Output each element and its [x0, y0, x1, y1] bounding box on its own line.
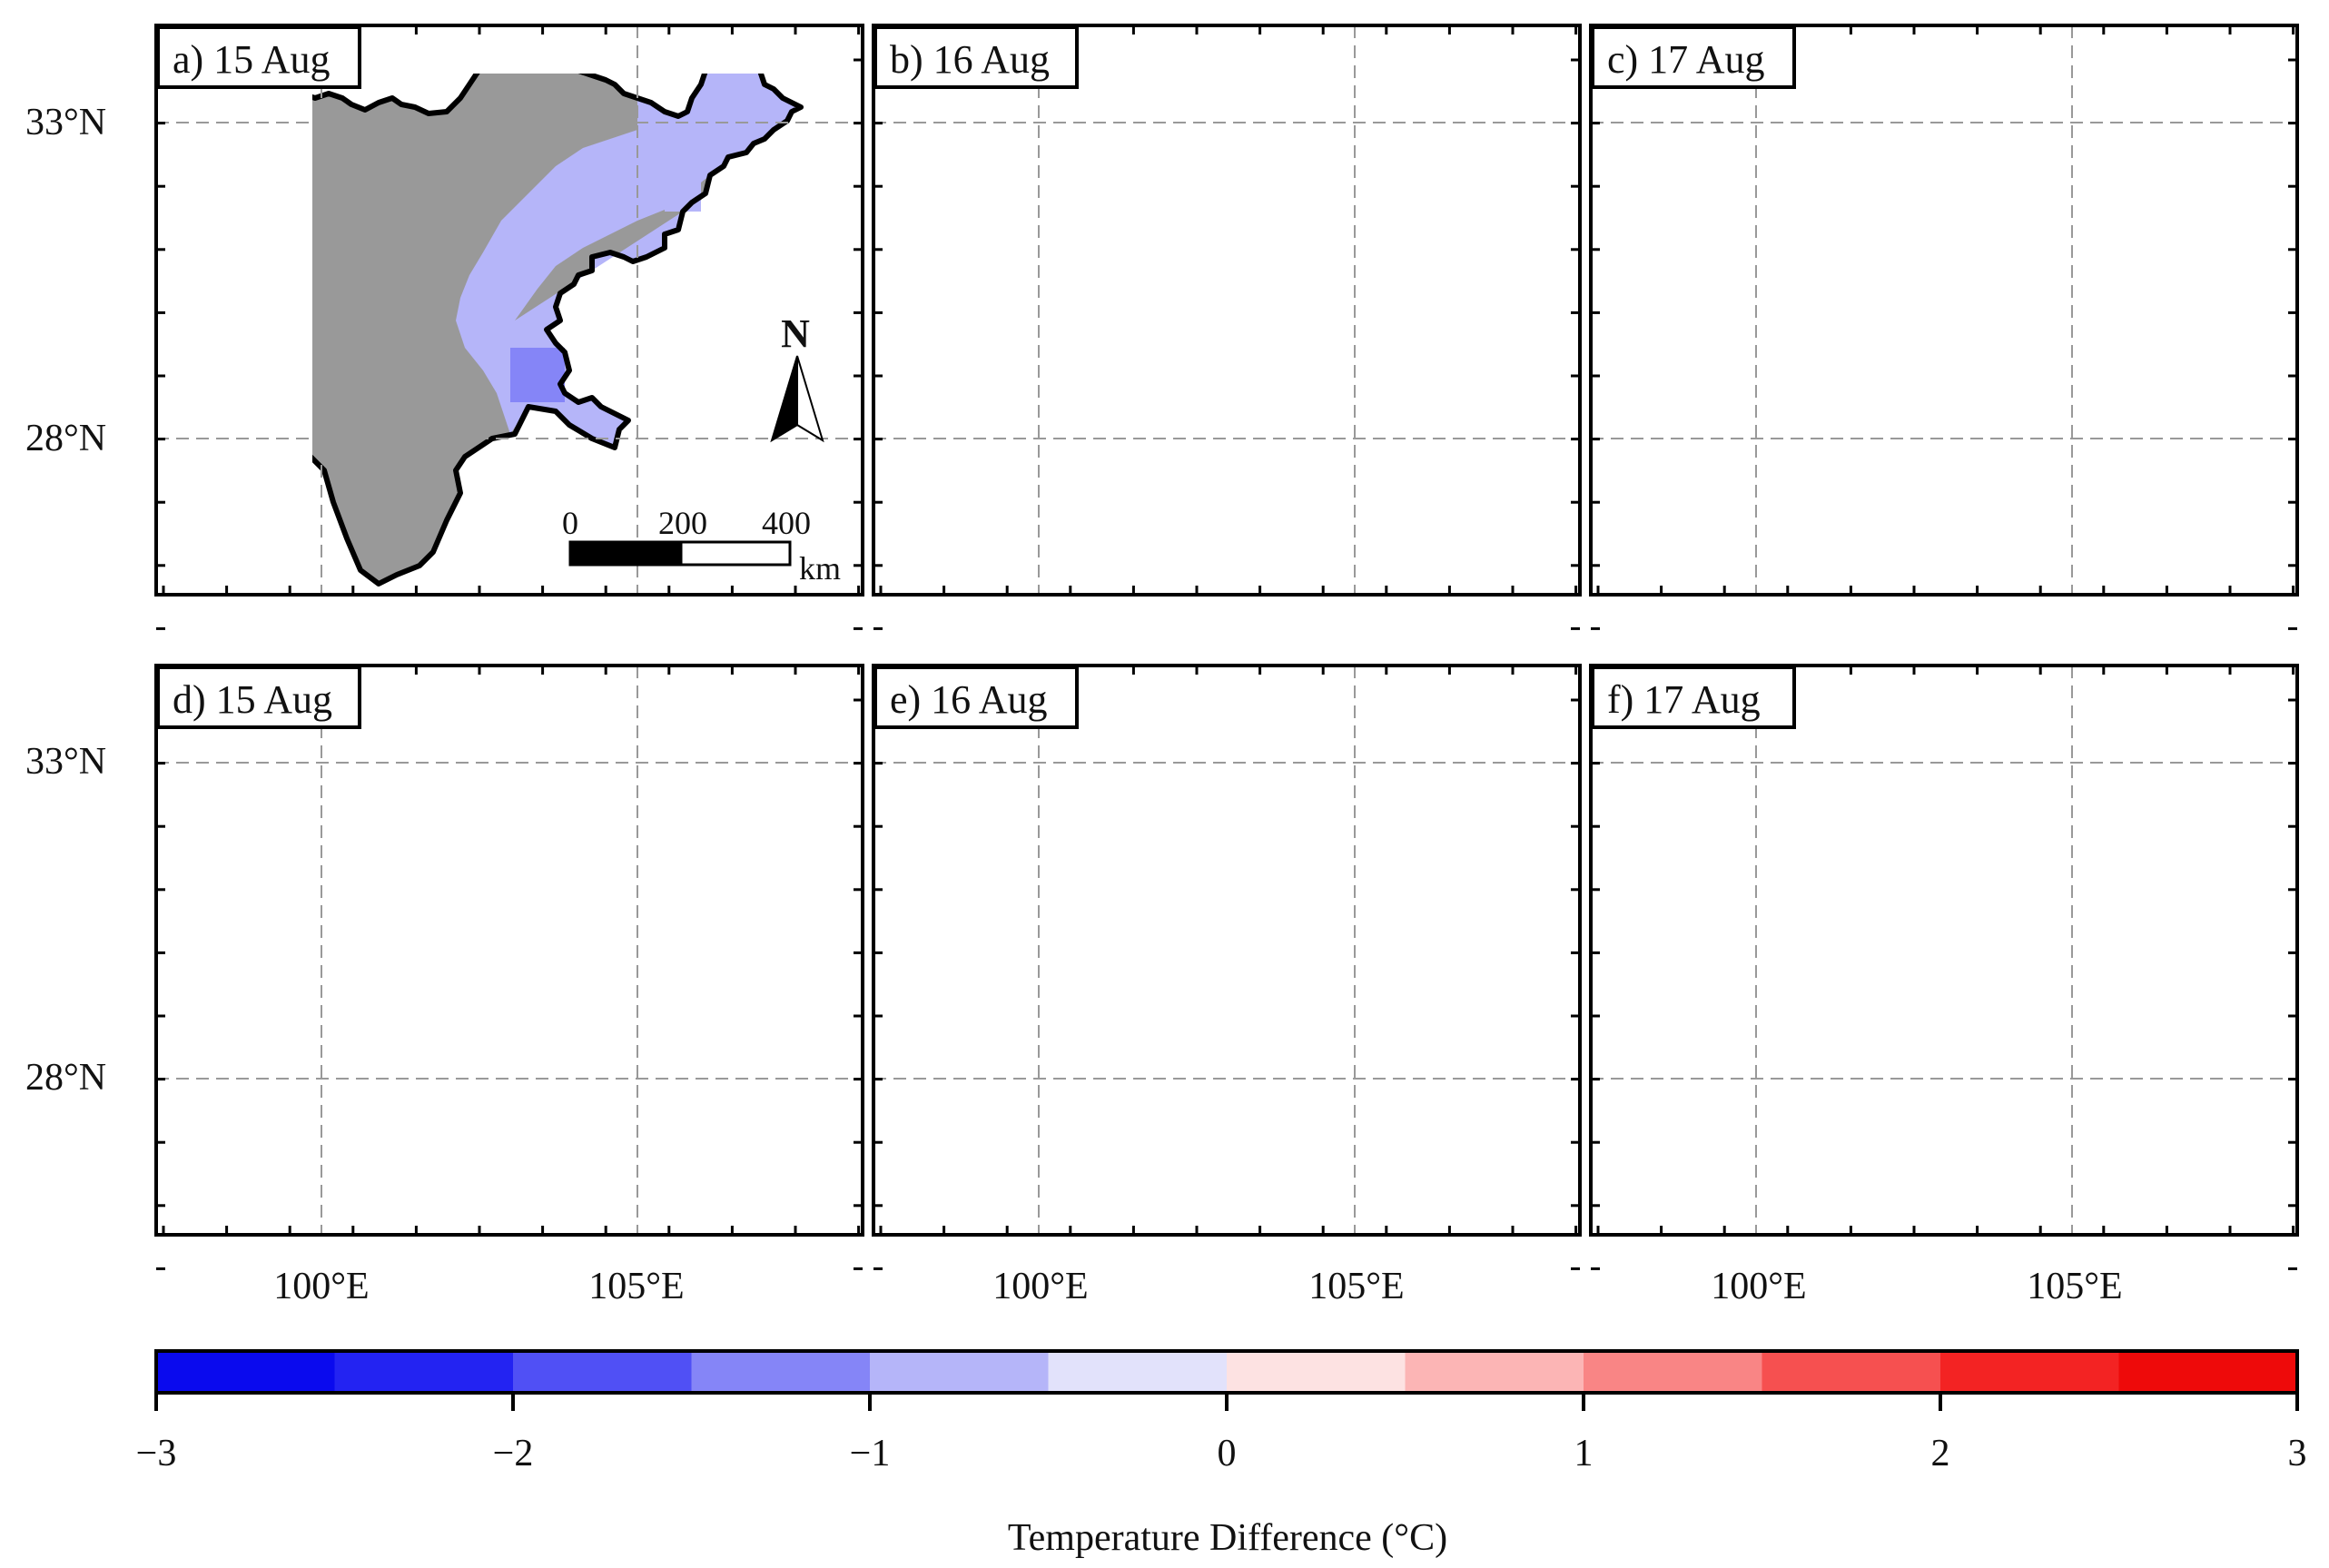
- panel-b-label: b) 16 Aug: [890, 37, 1050, 82]
- region-boundary: [312, 74, 804, 587]
- panel-e-label: e) 16 Aug: [890, 677, 1048, 722]
- map-panel-a: [154, 24, 923, 630]
- panel-b-background: [873, 25, 1580, 595]
- lon-label-100e-col3: 100°E: [1711, 1266, 1806, 1307]
- panel-a-frame: [154, 24, 864, 597]
- colorbar-title: Temperature Difference (°C): [1008, 1517, 1447, 1559]
- colorbar-swatch: [1405, 1351, 1584, 1393]
- map-panel-e: [872, 664, 1641, 1270]
- colorbar: −3 −2 −1 0 1 2 3: [136, 1349, 2307, 1474]
- lon-label-100e-col2: 100°E: [992, 1266, 1088, 1307]
- lat-label-33n-row2: 33°N: [25, 741, 106, 783]
- scale-bar: 0 200 400 km: [562, 505, 841, 587]
- panel-f-frame: [1589, 664, 2299, 1237]
- colorbar-tick-label: −2: [493, 1433, 534, 1474]
- colorbar-swatch: [513, 1351, 692, 1393]
- colorbar-tick-label: 1: [1574, 1433, 1594, 1474]
- north-arrow: N: [770, 311, 824, 443]
- panel-e-label-box: [873, 666, 1079, 729]
- colorbar-swatch: [2118, 1351, 2298, 1393]
- colorbar-swatch: [1584, 1351, 1762, 1393]
- colorbar-tick-label: −1: [850, 1433, 891, 1474]
- panel-e-frame: [872, 664, 1582, 1237]
- scale-bar-tick-200: 200: [658, 505, 707, 541]
- panel-a-label-box: [156, 25, 361, 89]
- lat-label-28n: 28°N: [25, 418, 106, 459]
- map-panel-f: [1589, 664, 2299, 1270]
- panel-d-frame: [154, 664, 864, 1237]
- lon-label-105e-col1: 105°E: [588, 1266, 684, 1307]
- panel-d-background: [156, 666, 863, 1235]
- panel-d-label-box: [156, 666, 361, 729]
- map-panel-b: [872, 24, 1641, 630]
- scale-bar-tick-400: 400: [762, 505, 811, 541]
- panel-c-frame: [1589, 24, 2299, 597]
- panel-b-frame: [872, 24, 1582, 597]
- colorbar-swatch: [1940, 1351, 2119, 1393]
- lon-label-100e-col1: 100°E: [273, 1266, 369, 1307]
- panel-b-label-box: [873, 25, 1079, 89]
- temperature-difference-patch: [510, 348, 565, 402]
- lon-label-105e-col2: 105°E: [1308, 1266, 1404, 1307]
- panel-d-label: d) 15 Aug: [173, 677, 332, 722]
- panel-a-label: a) 15 Aug: [173, 37, 331, 82]
- colorbar-tick-label: 0: [1218, 1433, 1237, 1474]
- panel-c-label: c) 17 Aug: [1607, 37, 1765, 82]
- temperature-difference-patch: [665, 175, 701, 212]
- colorbar-tick-label: 3: [2288, 1433, 2307, 1474]
- panel-f-background: [1591, 666, 2297, 1235]
- colorbar-swatch: [1227, 1351, 1406, 1393]
- colorbar-swatch: [1048, 1351, 1228, 1393]
- colorbar-swatch: [691, 1351, 871, 1393]
- scale-bar-white-segment: [679, 540, 792, 567]
- panel-f-label: f) 17 Aug: [1607, 677, 1761, 722]
- panel-e-background: [873, 666, 1580, 1235]
- colorbar-swatch: [334, 1351, 514, 1393]
- lat-label-28n-row2: 28°N: [25, 1057, 106, 1099]
- panel-c-label-box: [1591, 25, 1796, 89]
- colorbar-swatch: [1762, 1351, 1941, 1393]
- colorbar-tick-label: 2: [1931, 1433, 1950, 1474]
- map-panel-c: [1589, 24, 2299, 630]
- panel-f-label-box: [1591, 666, 1796, 729]
- scale-bar-tick-0: 0: [562, 505, 578, 541]
- colorbar-swatch: [870, 1351, 1049, 1393]
- colorbar-swatch: [156, 1351, 335, 1393]
- panel-c-background: [1591, 25, 2297, 595]
- scale-bar-black-segment: [568, 540, 683, 567]
- colorbar-tick-label: −3: [136, 1433, 177, 1474]
- lat-label-33n: 33°N: [25, 102, 106, 143]
- lon-label-105e-col3: 105°E: [2027, 1266, 2122, 1307]
- north-arrow-letter: N: [781, 311, 810, 356]
- map-panel-d: [154, 664, 923, 1270]
- north-arrow-right-half: [796, 355, 824, 443]
- map-panels: [154, 24, 2299, 1270]
- scale-bar-unit: km: [799, 550, 841, 587]
